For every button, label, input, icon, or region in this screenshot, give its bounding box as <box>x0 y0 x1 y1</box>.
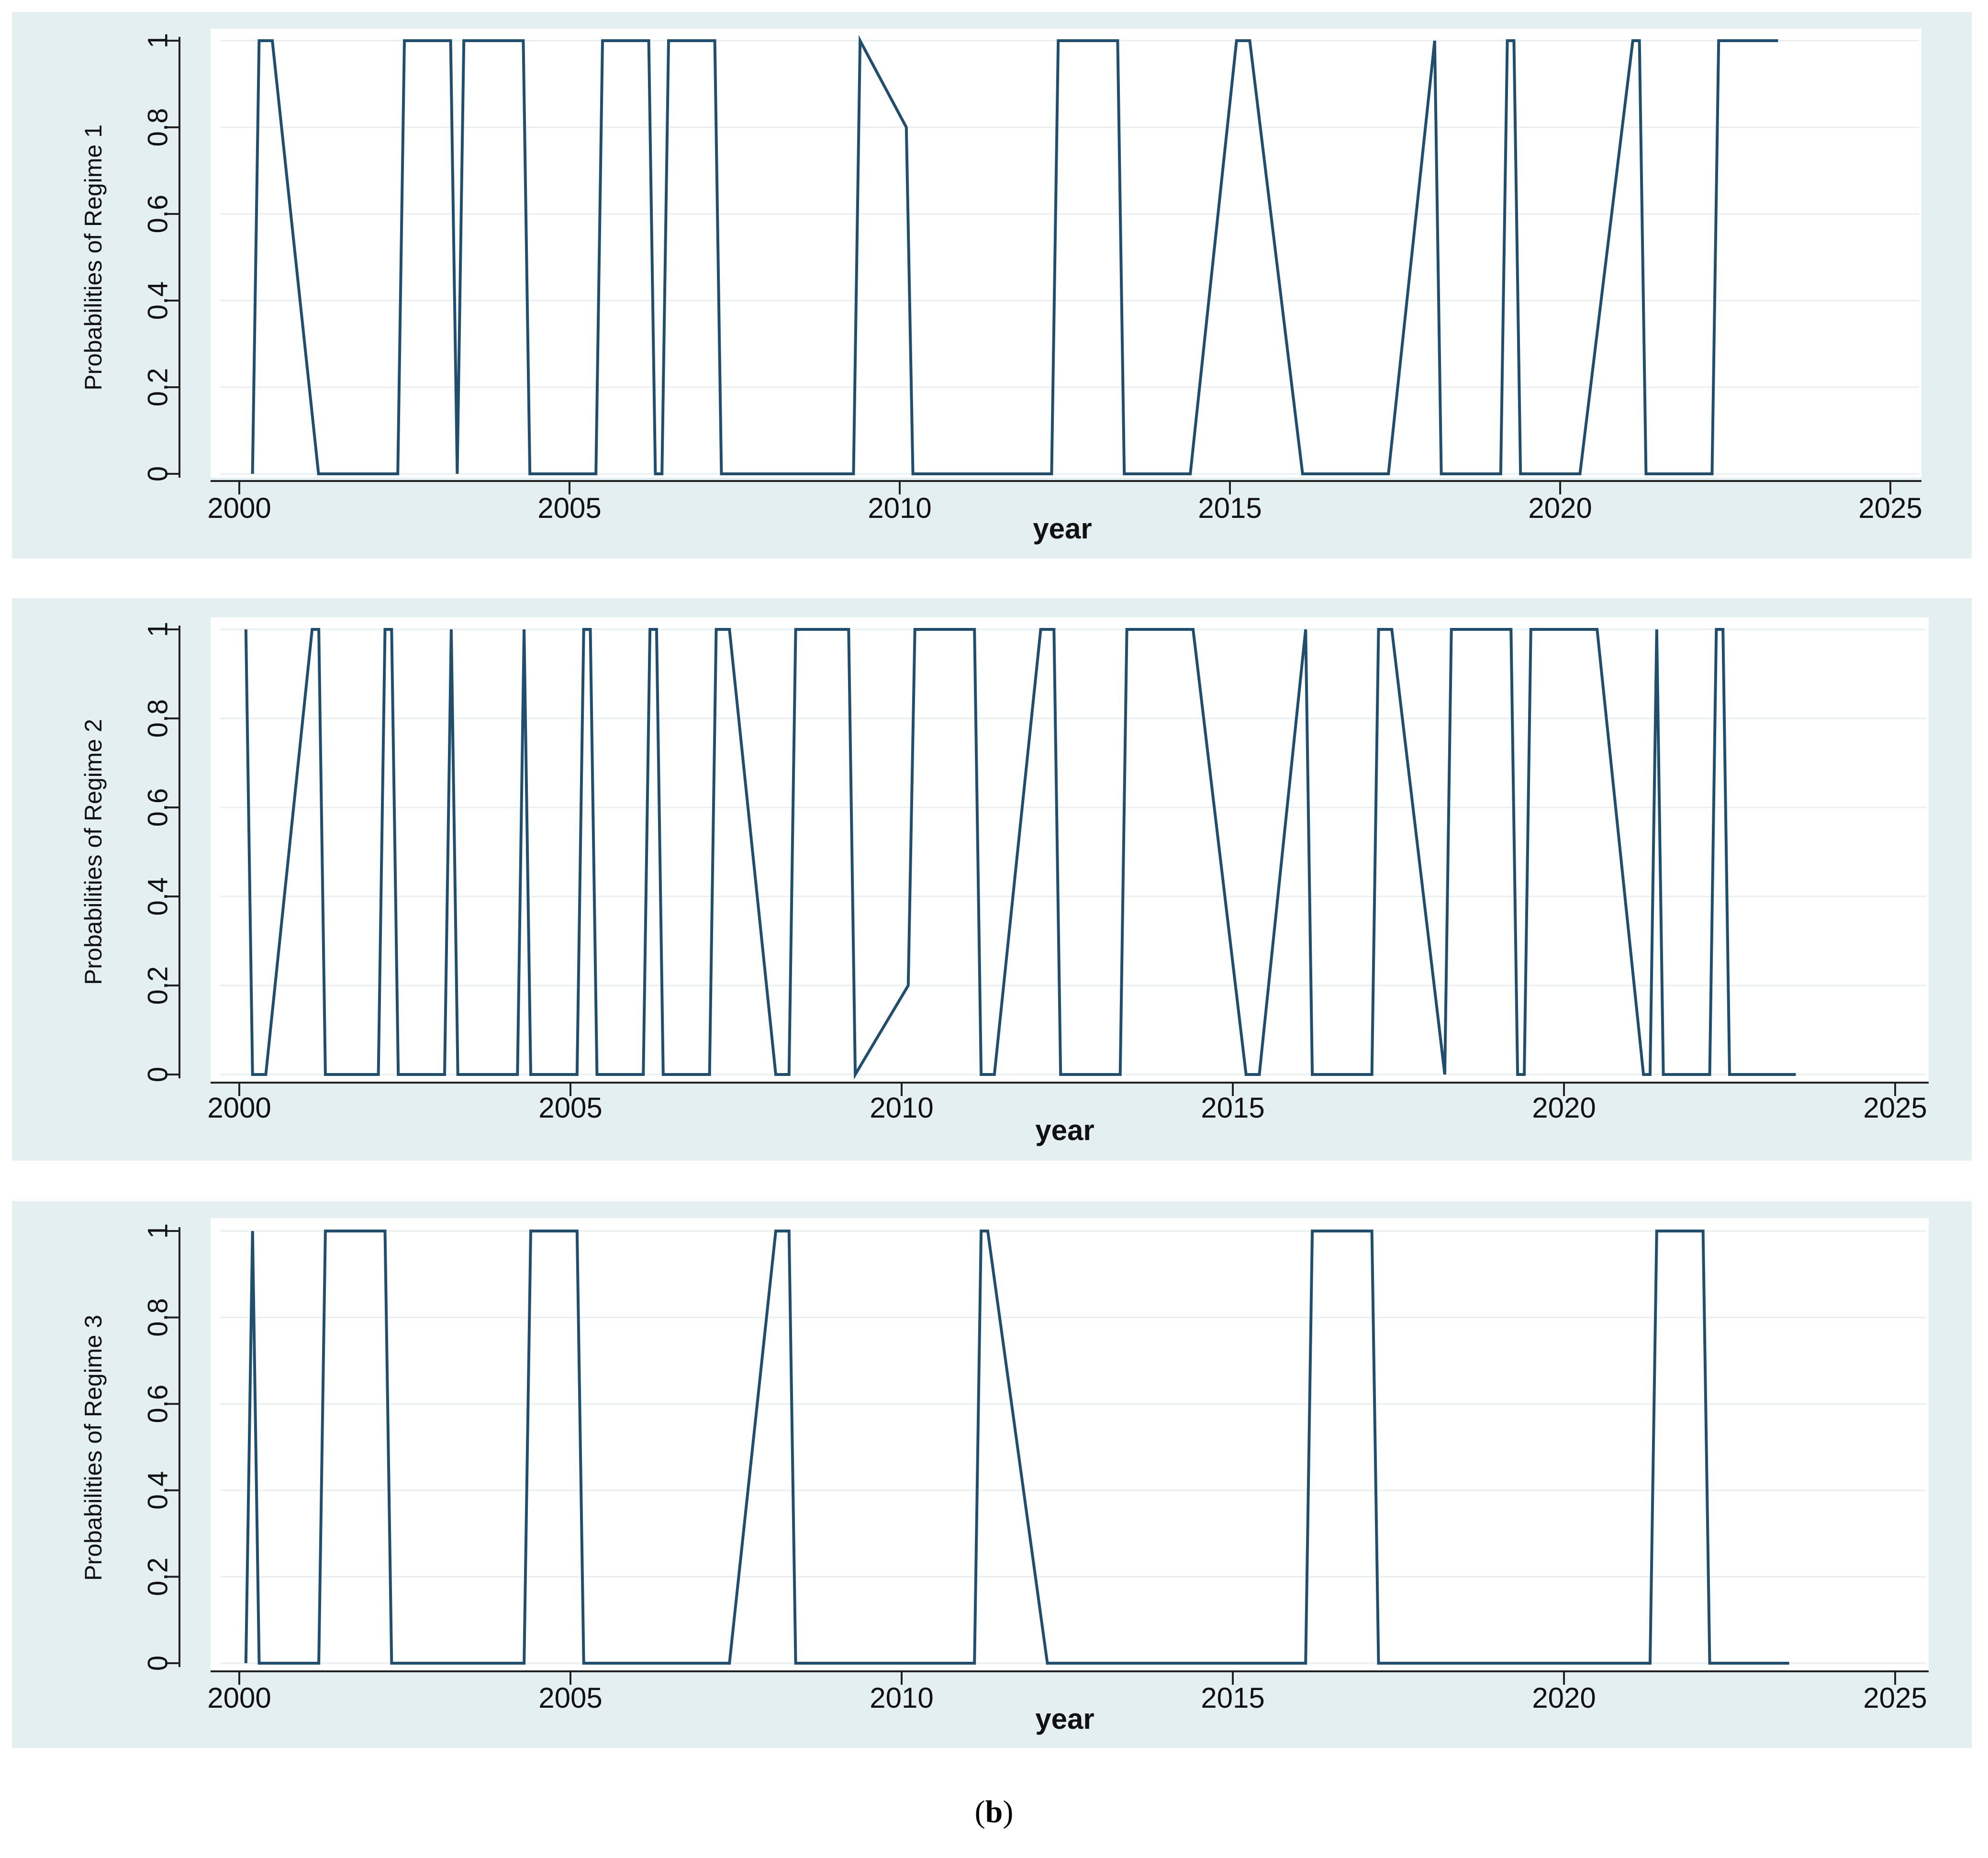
x-tick-label-3: 2015 <box>1201 1092 1264 1124</box>
y-tick-label-4: 0.8 <box>143 699 174 738</box>
y-axis-title: Probabilities of Regime 1 <box>80 124 107 391</box>
x-tick-label-2: 2010 <box>870 1682 933 1714</box>
caption-open: ( <box>974 1794 985 1829</box>
x-tick-label-4: 2020 <box>1528 492 1592 524</box>
y-tick-label-1: 0.2 <box>143 966 174 1005</box>
x-tick-label-1: 2005 <box>537 492 601 524</box>
x-tick-label-4: 2020 <box>1532 1092 1596 1124</box>
caption-letter: b <box>985 1794 1003 1829</box>
x-tick-label-3: 2015 <box>1201 1682 1264 1714</box>
y-tick-label-2: 0.4 <box>143 877 174 916</box>
series-line <box>244 628 1796 1080</box>
y-tick-label-1: 0.2 <box>143 368 174 407</box>
y-tick-label-5: 1 <box>143 622 174 637</box>
y-axis-title: Probabilities of Regime 2 <box>80 719 107 985</box>
x-tick-label-0: 2000 <box>207 1682 271 1714</box>
y-tick-label-0: 0 <box>143 1067 174 1082</box>
figure-caption: (b) <box>0 1794 1988 1830</box>
plot-area-1 <box>211 29 1921 478</box>
series-line <box>244 1230 1789 1665</box>
x-tick-label-1: 2005 <box>538 1092 602 1124</box>
series-line <box>251 35 1778 475</box>
y-tick-label-4: 0.8 <box>143 1298 174 1337</box>
x-tick-label-0: 2000 <box>207 1092 271 1124</box>
plot-area-2 <box>211 617 1929 1083</box>
y-tick-label-5: 1 <box>143 1223 174 1239</box>
x-tick-label-4: 2020 <box>1532 1682 1596 1714</box>
x-tick-label-1: 2005 <box>538 1682 602 1714</box>
y-tick-label-3: 0.6 <box>143 788 174 827</box>
y-tick-label-3: 0.6 <box>143 195 174 234</box>
x-tick-label-3: 2015 <box>1198 492 1262 524</box>
x-tick-label-2: 2010 <box>868 492 931 524</box>
y-tick-label-5: 1 <box>143 33 174 48</box>
x-tick-label-5: 2025 <box>1863 1092 1927 1124</box>
x-tick-label-5: 2025 <box>1858 492 1922 524</box>
y-tick-label-4: 0.8 <box>143 108 174 147</box>
x-tick-label-0: 2000 <box>207 492 271 524</box>
caption-close: ) <box>1003 1794 1014 1829</box>
y-tick-label-2: 0.4 <box>143 281 174 320</box>
x-axis-title: year <box>1033 513 1092 545</box>
plot-area-3 <box>211 1218 1929 1671</box>
x-axis-title: year <box>1035 1114 1094 1146</box>
y-tick-label-0: 0 <box>143 1656 174 1671</box>
y-tick-label-3: 0.6 <box>143 1385 174 1423</box>
y-tick-label-1: 0.2 <box>143 1557 174 1596</box>
y-tick-label-2: 0.4 <box>143 1471 174 1510</box>
x-tick-label-5: 2025 <box>1863 1682 1927 1714</box>
y-axis-title: Probabilities of Regime 3 <box>80 1315 107 1581</box>
y-tick-label-0: 0 <box>143 466 174 481</box>
x-tick-label-2: 2010 <box>870 1092 933 1124</box>
x-axis-title: year <box>1035 1703 1094 1735</box>
